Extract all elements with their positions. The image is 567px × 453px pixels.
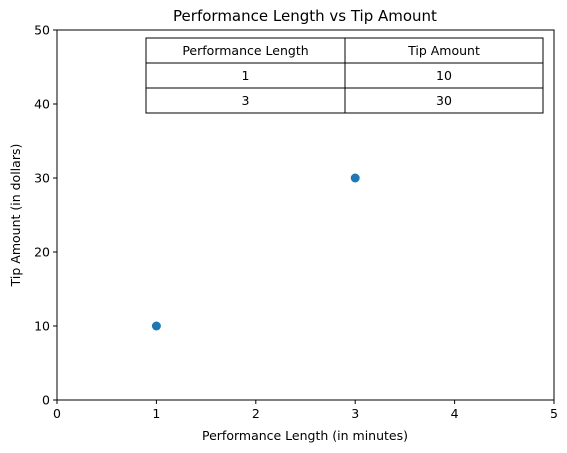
table-cell-r2c1 (145, 87, 346, 114)
table-cell-text: 10 (436, 68, 452, 83)
y-tick-label: 20 (34, 245, 50, 260)
y-tick-label: 0 (42, 393, 50, 408)
data-table: Performance Length Tip Amount 1 10 3 30 (145, 37, 544, 114)
chart-title: Performance Length vs Tip Amount (173, 7, 437, 25)
x-tick-label: 3 (351, 406, 359, 421)
x-tick-label: 0 (53, 406, 61, 421)
y-tick-label: 50 (34, 23, 50, 38)
x-tick-label: 1 (152, 406, 160, 421)
scatter-point (350, 173, 360, 183)
y-axis-ticks: 0 10 20 30 40 50 (34, 23, 57, 408)
y-tick-label: 40 (34, 97, 50, 112)
x-tick-label: 5 (550, 406, 558, 421)
table-cell-text: 3 (242, 93, 250, 108)
table-cell-text: 1 (242, 68, 250, 83)
table-cell-header-2 (344, 37, 544, 64)
table-cell-r2c2 (344, 87, 544, 114)
x-tick-label: 2 (252, 406, 260, 421)
x-tick-label: 4 (451, 406, 459, 421)
y-tick-label: 30 (34, 171, 50, 186)
x-axis-ticks: 0 1 2 3 4 5 (53, 400, 558, 421)
y-axis-label: Tip Amount (in dollars) (8, 144, 23, 288)
table-header-tip-amount: Tip Amount (407, 43, 480, 58)
data-points (151, 173, 360, 331)
table-cell-text: 30 (436, 93, 452, 108)
scatter-point (151, 321, 161, 331)
table-header-performance-length: Performance Length (182, 43, 308, 58)
y-tick-label: 10 (34, 319, 50, 334)
table-cell-r1c2 (344, 62, 544, 89)
plot-frame (56, 29, 555, 401)
x-axis-label: Performance Length (in minutes) (202, 428, 408, 443)
